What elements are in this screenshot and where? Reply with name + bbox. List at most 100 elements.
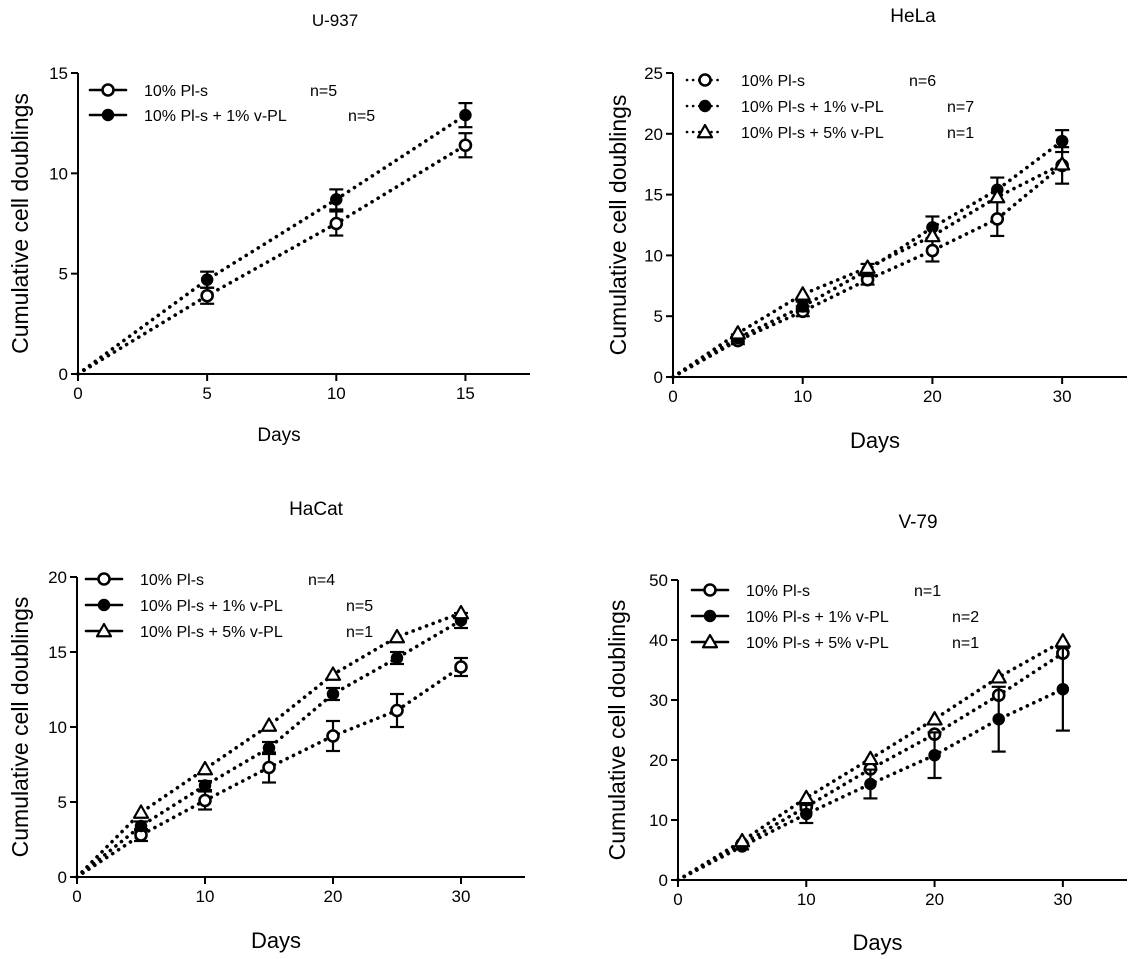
legend-label: 10% Pl-s + 1% v-PL: [746, 609, 889, 626]
data-point: [800, 807, 813, 821]
data-point: [262, 760, 276, 775]
legend-label: 10% Pl-s: [741, 73, 805, 90]
legend-marker: [97, 572, 111, 586]
y-axis-label: Cumulative cell doublings: [604, 600, 630, 861]
data-point: [798, 789, 815, 805]
legend-marker: [97, 598, 111, 612]
y-axis-label: Cumulative cell doublings: [7, 93, 33, 354]
data-point: [326, 687, 340, 701]
x-tick-label: 30: [1053, 890, 1072, 909]
y-axis-label: Cumulative cell doublings: [605, 95, 631, 356]
x-axis-label: Days: [850, 428, 900, 453]
data-point: [862, 750, 879, 766]
data-point: [134, 819, 148, 833]
x-axis-label: Days: [257, 425, 300, 446]
y-axis-label: Cumulative cell doublings: [7, 597, 33, 858]
y-tick-label: 10: [48, 718, 67, 737]
x-tick-label: 15: [456, 384, 475, 403]
legend-n-label: n=1: [952, 635, 979, 652]
data-point: [1054, 156, 1071, 171]
data-point: [864, 777, 877, 791]
data-point: [734, 832, 751, 848]
y-tick-label: 20: [48, 568, 67, 587]
y-tick-label: 10: [49, 164, 68, 183]
series-circle-open: [76, 132, 473, 376]
data-point: [1054, 633, 1071, 648]
y-tick-label: 20: [644, 125, 663, 144]
legend-marker: [696, 123, 714, 139]
data-point: [388, 628, 406, 644]
data-point: [262, 741, 276, 755]
y-tick-label: 0: [58, 868, 67, 887]
data-point: [990, 669, 1007, 684]
data-point: [458, 138, 473, 153]
chart-panel-hacat: HaCat 0 5 10 15 20 0 10 20 30 Days Cumulative cell …: [7, 499, 525, 953]
x-tick-label: 30: [1053, 387, 1072, 406]
legend-n-label: n=5: [310, 83, 337, 100]
x-tick-label: 10: [327, 384, 346, 403]
y-tick-label: 15: [48, 643, 67, 662]
data-point: [260, 717, 278, 732]
y-tick-label: 40: [649, 631, 668, 650]
legend-marker: [703, 609, 717, 623]
x-tick-label: 10: [196, 887, 215, 906]
legend-label: 10% Pl-s + 5% v-PL: [140, 624, 283, 641]
legend: 10% Pl-s n=1 10% Pl-s + 1% v-PL n=2 10% Pl-s…: [690, 583, 979, 652]
y-tick-label: 50: [649, 571, 668, 590]
data-point: [390, 651, 404, 665]
data-point: [1055, 134, 1069, 148]
data-point: [796, 300, 809, 313]
legend-n-label: n=5: [346, 598, 373, 615]
series-circle-open: [75, 656, 468, 879]
series-triangle-open: [671, 156, 1071, 379]
x-tick-label: 0: [668, 387, 677, 406]
data-point: [454, 660, 468, 674]
series-circle-filled: [76, 101, 473, 376]
legend-label: 10% Pl-s + 1% v-PL: [741, 99, 884, 116]
series-triangle-open: [75, 604, 470, 879]
data-point: [925, 243, 940, 258]
y-tick-label: 5: [59, 265, 68, 284]
x-tick-label: 0: [72, 887, 81, 906]
series-triangle-open: [676, 633, 1071, 882]
data-point: [198, 793, 212, 808]
data-point: [1056, 682, 1070, 696]
data-point: [859, 259, 876, 274]
chart-title: U-937: [312, 11, 358, 30]
x-tick-label: 5: [202, 384, 211, 403]
legend-n-label: n=5: [348, 108, 375, 125]
y-tick-label: 10: [649, 811, 668, 830]
chart-panel-u937: U-937 0 5 10 15 0 5 10 15 Days Cumulative cell dou…: [7, 11, 530, 446]
data-point: [992, 712, 1005, 726]
data-point: [924, 227, 941, 243]
y-tick-label: 25: [644, 64, 663, 83]
chart-title: HaCat: [289, 499, 344, 520]
series-circle-filled: [671, 129, 1070, 379]
data-point: [459, 108, 472, 122]
legend-marker: [95, 622, 113, 638]
data-point: [198, 779, 212, 792]
x-tick-label: 20: [324, 887, 343, 906]
legend-n-label: n=2: [952, 609, 979, 626]
data-point: [330, 193, 343, 206]
data-point: [326, 729, 340, 743]
x-axis-label: Days: [251, 928, 301, 953]
x-tick-label: 0: [73, 384, 82, 403]
legend-marker: [698, 73, 712, 87]
x-tick-label: 30: [452, 887, 471, 906]
legend-n-label: n=1: [914, 583, 941, 600]
x-tick-label: 20: [923, 387, 942, 406]
data-point: [200, 288, 214, 303]
legend-marker: [698, 99, 712, 113]
chart-panel-v79: V-79 0 10 20 30 40 50 0 10 20 30 Days Cumulative cel…: [604, 512, 1127, 955]
y-tick-label: 20: [649, 751, 668, 770]
series-line: [76, 113, 468, 376]
legend-n-label: n=7: [947, 99, 974, 116]
legend-label: 10% Pl-s + 5% v-PL: [746, 635, 889, 652]
data-point: [452, 604, 470, 620]
legend-n-label: n=6: [909, 73, 936, 90]
legend: 10% Pl-s n=4 10% Pl-s + 1% v-PL n=5 10% Pl-s…: [84, 572, 373, 641]
y-tick-label: 30: [649, 691, 668, 710]
legend-marker: [101, 108, 115, 122]
data-point: [390, 703, 404, 718]
